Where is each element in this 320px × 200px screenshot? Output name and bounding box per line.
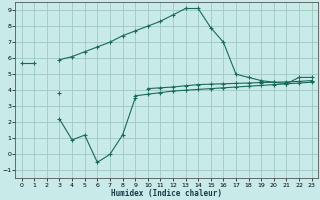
X-axis label: Humidex (Indice chaleur): Humidex (Indice chaleur)	[111, 189, 222, 198]
